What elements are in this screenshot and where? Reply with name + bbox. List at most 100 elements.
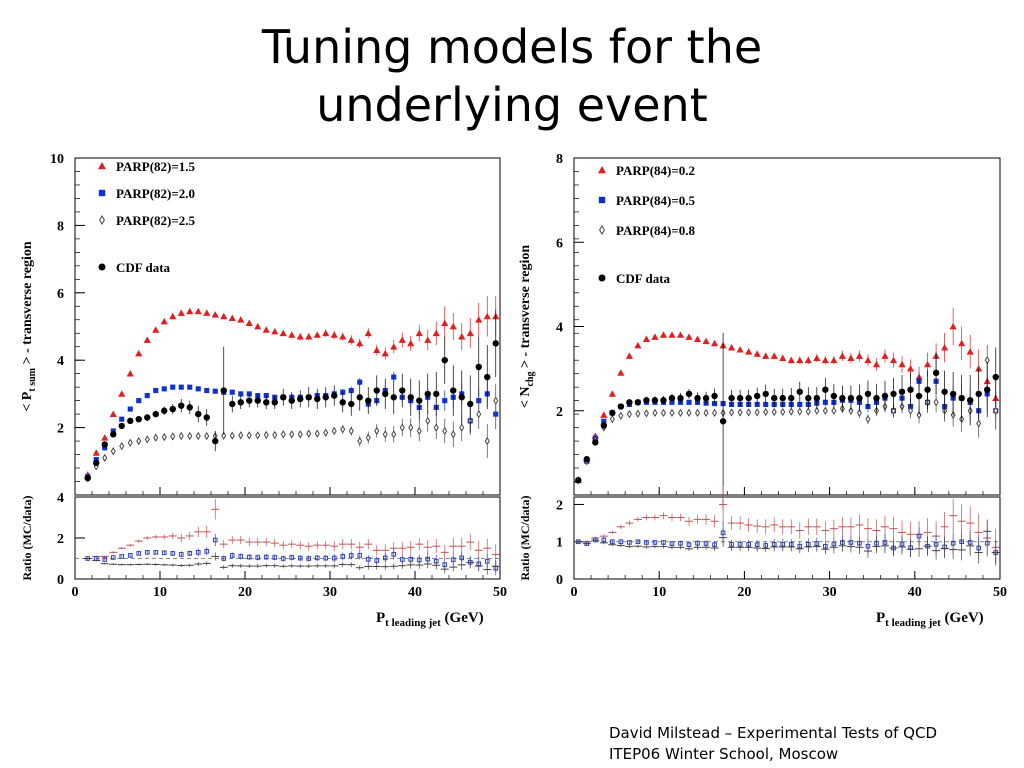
data-point xyxy=(323,428,329,437)
data-point xyxy=(144,435,150,444)
data-point xyxy=(814,406,820,415)
data-point xyxy=(152,326,160,333)
data-point xyxy=(677,394,684,402)
data-point xyxy=(575,477,582,484)
data-point xyxy=(822,386,829,393)
data-point xyxy=(915,392,923,400)
title-line-2: underlying event xyxy=(316,78,708,132)
data-point xyxy=(788,407,794,416)
data-point xyxy=(492,340,499,347)
data-point xyxy=(212,388,218,394)
legend-marker xyxy=(598,196,606,204)
data-point xyxy=(118,390,126,397)
ratio-y-tick-label: 2 xyxy=(556,498,563,513)
data-point xyxy=(609,409,616,417)
data-point xyxy=(348,426,354,436)
data-point xyxy=(600,411,608,418)
data-point xyxy=(374,426,380,436)
data-point xyxy=(399,387,406,394)
footer: David Milstead – Experimental Tests of Q… xyxy=(609,723,937,765)
data-point xyxy=(651,397,659,404)
data-point xyxy=(669,408,675,418)
data-point xyxy=(626,399,633,406)
data-point xyxy=(771,407,777,417)
data-point xyxy=(617,369,625,376)
data-point xyxy=(865,415,871,424)
data-point xyxy=(601,418,607,424)
legend-entry-2: PARP(82)=2.5 xyxy=(99,213,196,228)
data-point xyxy=(873,394,880,402)
data-point xyxy=(424,336,432,343)
y-tick-label: 8 xyxy=(556,152,563,167)
data-point xyxy=(916,410,922,420)
data-point xyxy=(805,394,812,402)
ratio-y-axis-label: Ratio (MC/data) xyxy=(20,496,34,581)
data-point xyxy=(797,407,803,416)
data-point xyxy=(186,404,193,411)
data-point xyxy=(348,387,354,394)
data-point xyxy=(693,335,702,343)
data-point xyxy=(408,423,414,432)
data-point xyxy=(821,356,829,364)
data-point xyxy=(263,399,270,406)
data-point xyxy=(93,457,99,463)
ratio-point xyxy=(644,540,649,545)
data-point xyxy=(831,406,837,415)
ratio-point xyxy=(306,556,312,561)
data-point xyxy=(322,329,330,337)
data-point xyxy=(626,409,632,419)
data-point xyxy=(660,408,666,418)
data-point xyxy=(178,402,185,409)
data-point xyxy=(493,396,499,405)
data-point xyxy=(93,459,100,467)
data-point xyxy=(728,343,736,351)
legend-label: PARP(82)=2.5 xyxy=(116,213,196,228)
data-point xyxy=(958,394,965,402)
ratio-y-tick-label: 1 xyxy=(556,536,563,551)
data-point xyxy=(966,397,974,404)
y-tick-label: 2 xyxy=(556,405,563,420)
legend-marker xyxy=(599,225,605,235)
data-point xyxy=(907,386,914,393)
ratio-point xyxy=(382,555,388,561)
legend-entry-0: PARP(84)=0.2 xyxy=(598,163,695,178)
ratio-y-tick-label: 2 xyxy=(57,532,64,547)
data-point xyxy=(135,415,142,423)
data-point xyxy=(932,369,940,377)
data-point xyxy=(958,339,966,347)
data-point xyxy=(416,397,423,404)
data-point xyxy=(127,417,134,425)
data-point xyxy=(992,373,999,381)
series-3 xyxy=(84,309,499,482)
data-point xyxy=(881,392,889,400)
ratio-point xyxy=(263,554,269,560)
ratio-point xyxy=(110,555,116,560)
data-point xyxy=(762,352,770,359)
y-axis-label: < Nchg > - transverse region xyxy=(518,245,536,408)
ratio-point xyxy=(484,559,490,564)
ratio-point xyxy=(102,557,108,562)
data-point xyxy=(745,394,752,402)
ratio-point xyxy=(204,549,210,554)
data-point xyxy=(847,394,855,402)
legend-marker xyxy=(598,274,606,282)
data-point xyxy=(297,430,303,439)
data-point xyxy=(805,407,811,416)
data-point xyxy=(356,339,364,347)
data-point xyxy=(399,423,405,432)
data-point xyxy=(348,400,355,408)
data-point xyxy=(398,336,406,343)
data-point xyxy=(450,387,457,394)
data-point xyxy=(288,397,295,404)
data-point xyxy=(433,390,440,398)
data-point xyxy=(651,333,659,340)
data-point xyxy=(102,453,108,463)
data-point xyxy=(906,365,915,372)
data-point xyxy=(822,399,828,405)
legend-entry-3: CDF data xyxy=(98,260,171,275)
data-point xyxy=(237,399,244,406)
series-0 xyxy=(84,296,500,478)
data-point xyxy=(92,449,100,456)
data-point xyxy=(271,327,279,335)
